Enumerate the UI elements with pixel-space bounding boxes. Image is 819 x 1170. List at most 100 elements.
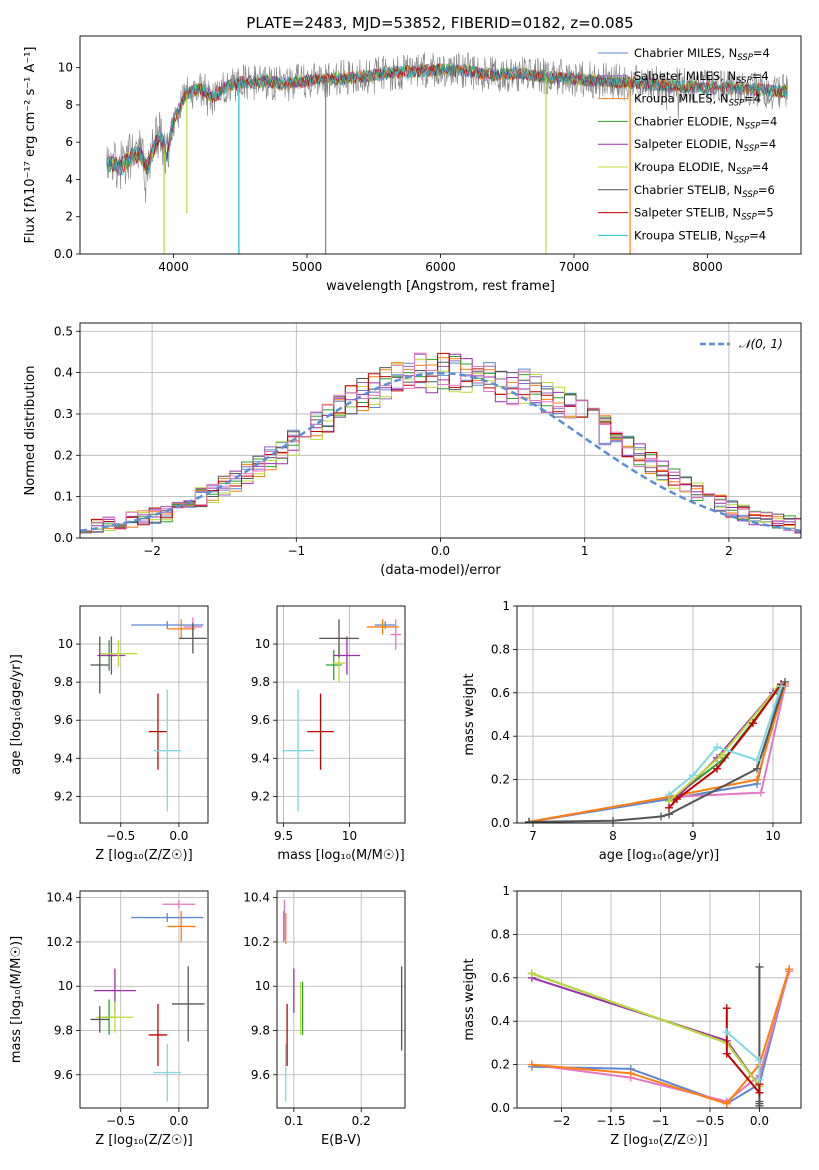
errorbar-point — [148, 1003, 168, 1066]
y-tick-label: 6 — [65, 135, 73, 149]
legend-nssp-value: =6 — [758, 183, 775, 197]
legend-entry: Kroupa ELODIE, NSSP=4 — [634, 160, 769, 177]
errorbar-point — [307, 693, 334, 770]
errorbar-point — [162, 899, 196, 909]
y-axis-label: mass weight — [462, 958, 477, 1040]
x-tick-label: 4000 — [158, 260, 189, 274]
plot-area — [90, 617, 207, 812]
legend-model-name: Salpeter MILES — [634, 69, 720, 83]
x-tick-label: 8000 — [692, 260, 723, 274]
y-tick-label: 9.8 — [54, 675, 73, 689]
panel-age-vs-metallicity: −0.5 0.0 9.2 9.4 9.6 9.8 10 Z [log₁₀(Z/Z☉)] age … — [9, 605, 209, 863]
legend-nssp-prefix: , N — [721, 46, 737, 60]
x-tick-label: 6000 — [425, 260, 456, 274]
massweight-marker — [755, 1075, 764, 1084]
y-tick-label: 10 — [255, 637, 270, 651]
y-axis-label: Flux [fλ10⁻¹⁷ erg cm⁻² s⁻¹ A⁻¹] — [23, 47, 38, 244]
massweight-marker — [609, 816, 617, 823]
axes-frame — [516, 605, 802, 824]
legend-nssp-subscript: SSP — [745, 121, 761, 131]
grid-lines — [277, 891, 405, 1108]
massweight-series — [755, 962, 764, 1108]
plot-area — [282, 619, 402, 812]
grid-lines — [80, 606, 208, 823]
legend-nssp-prefix: , N — [713, 92, 729, 106]
plot-area — [80, 352, 801, 534]
x-axis-label: E(B-V) — [321, 1133, 361, 1148]
gaussian-curve — [80, 371, 801, 533]
legend-entry: Salpeter STELIB, NSSP=5 — [634, 206, 774, 223]
massweight-marker — [755, 1056, 764, 1065]
y-tick-label: 0.4 — [54, 366, 73, 380]
errorbar-point — [131, 621, 204, 629]
legend-nssp-subscript: SSP — [729, 99, 745, 109]
errorbar-point — [374, 621, 396, 629]
y-axis-label: mass [log₁₀(M/M☉)] — [9, 936, 24, 1063]
massweight-marker — [626, 1069, 635, 1078]
y-tick-label: 1 — [502, 884, 510, 898]
legend-model-name: Kroupa STELIB — [634, 228, 718, 242]
axes-frame — [79, 322, 802, 539]
errorbar-point — [90, 636, 110, 694]
histogram-step-series — [80, 362, 801, 534]
legend-model-name: Kroupa ELODIE — [634, 160, 720, 174]
spectrum-model-line — [106, 63, 788, 176]
x-tick-label: 2 — [725, 544, 733, 558]
y-tick-label: 0.0 — [491, 1101, 510, 1115]
x-tick-label: −0.5 — [106, 1114, 135, 1128]
legend-nssp-value: =5 — [757, 206, 774, 220]
plot-area — [90, 899, 205, 1102]
y-tick-label: 0.5 — [54, 324, 73, 338]
massweight-series — [722, 1028, 764, 1084]
y-tick-label: 0.6 — [491, 686, 510, 700]
massweight-marker — [525, 817, 533, 823]
y-tick-label: 0.2 — [491, 1058, 510, 1072]
legend-nssp-subscript: SSP — [744, 144, 760, 154]
spectrum-model-line — [106, 63, 787, 175]
massweight-marker — [689, 771, 697, 780]
axes-frame — [79, 890, 209, 1109]
massweight-marker — [755, 962, 764, 971]
axes-frame — [79, 605, 209, 824]
errorbar-point — [333, 636, 361, 675]
massweight-marker — [673, 795, 681, 804]
massweight-marker — [527, 969, 536, 978]
y-axis-label: Normed distribution — [23, 366, 38, 496]
errorbar-point — [148, 693, 168, 770]
massweight-marker — [722, 1004, 731, 1013]
errorbar-point — [131, 913, 204, 922]
legend-nssp-prefix: , N — [728, 137, 744, 151]
legend-nssp-prefix: , N — [729, 114, 745, 128]
errorbar-point — [167, 619, 196, 639]
x-tick-label: 7000 — [559, 260, 590, 274]
y-tick-label: 10 — [58, 979, 73, 993]
legend-nssp-subscript: SSP — [736, 167, 752, 177]
y-tick-label: 0.0 — [54, 247, 73, 261]
y-tick-label: 9.6 — [54, 713, 73, 727]
y-tick-label: 0.6 — [491, 971, 510, 985]
massweight-series — [525, 682, 789, 823]
y-tick-label: 9.8 — [251, 1024, 270, 1038]
massweight-series — [665, 682, 785, 799]
y-tick-label: 9.4 — [251, 751, 270, 765]
massweight-series — [525, 677, 789, 823]
legend-model-name: Chabrier STELIB — [634, 183, 726, 197]
y-tick-label: 9.6 — [251, 1068, 270, 1082]
x-tick-label: 0.2 — [352, 1114, 371, 1128]
y-tick-label: 0.4 — [491, 729, 510, 743]
legend-nssp-prefix: , N — [726, 183, 742, 197]
massweight-marker — [722, 1028, 731, 1037]
errorbar-point — [167, 910, 196, 942]
legend-entry: Salpeter MILES, NSSP=4 — [634, 69, 769, 86]
errorbar-point — [319, 619, 359, 658]
legend-nssp-value: =4 — [749, 228, 766, 242]
massweight-marker — [749, 719, 757, 728]
plot-area — [527, 962, 794, 1108]
panel-mass-vs-metallicity: −0.5 0.0 9.6 9.8 10 10.2 10.4 Z [log₁₀(Z/Z☉)] ma… — [9, 890, 209, 1148]
legend-entry: Kroupa STELIB, NSSP=4 — [634, 228, 766, 245]
errorbar-point — [90, 1006, 110, 1033]
errorbar-point — [366, 619, 399, 635]
y-tick-label: 10.2 — [243, 935, 270, 949]
legend-model-name: Salpeter ELODIE — [634, 137, 728, 151]
errorbar-point — [390, 619, 402, 650]
